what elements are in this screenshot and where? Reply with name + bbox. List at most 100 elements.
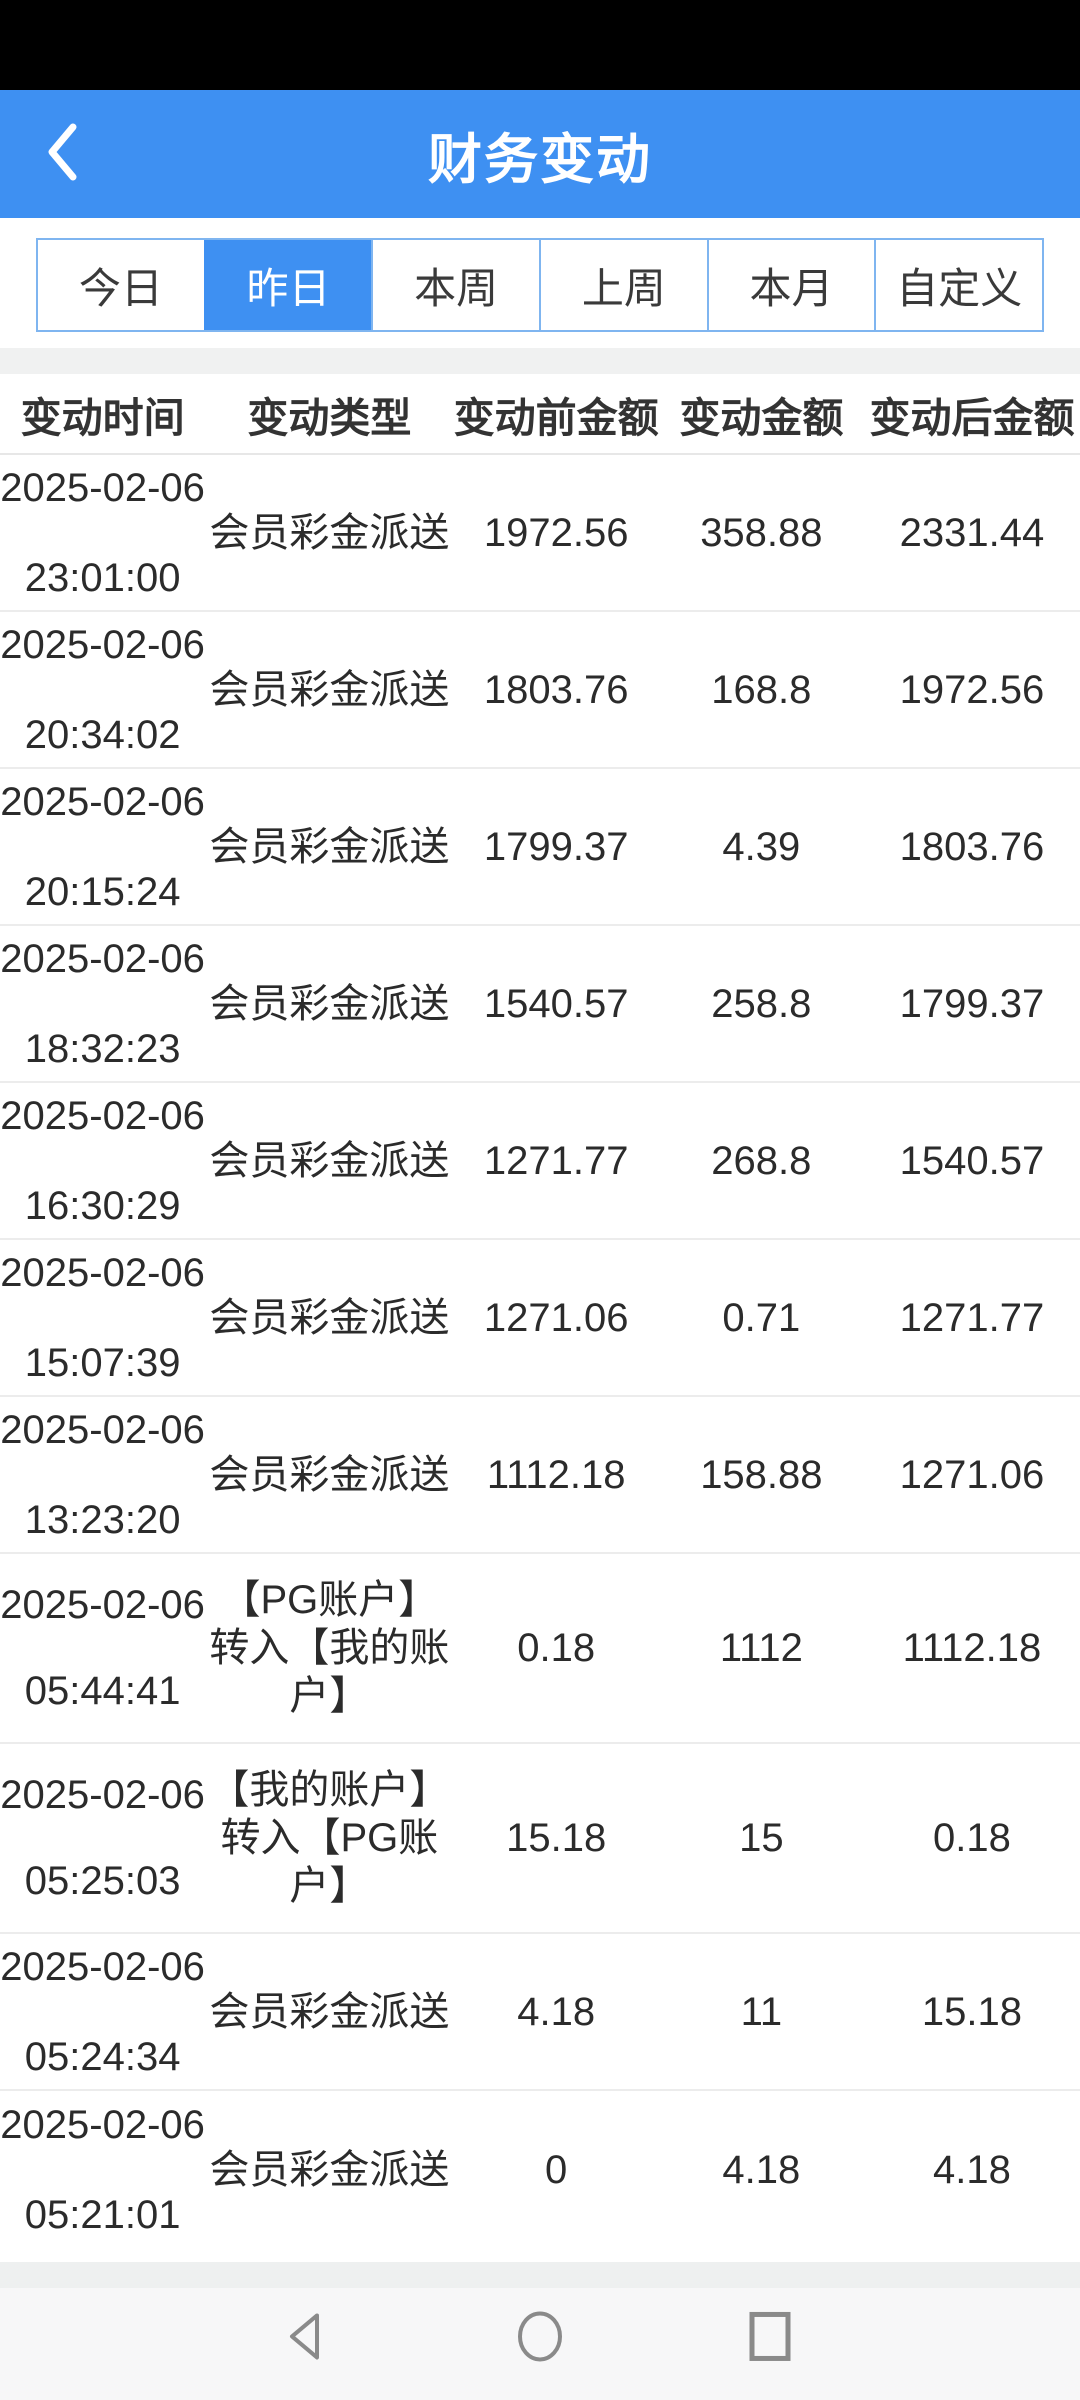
change-amount-cell: 4.39 [722, 824, 801, 869]
change-amount-cell: 0.71 [722, 1295, 801, 1340]
table-row: 2025-02-06 05:21:01 会员彩金派送 0 4.18 4.18 [0, 2091, 1080, 2248]
change-time-cell: 2025-02-06 20:15:24 [0, 778, 205, 916]
date-range-tabs: 今日 昨日 本周 上周 本月 自定义 [36, 238, 1044, 332]
amount-after-cell: 1271.77 [899, 1295, 1045, 1340]
change-amount-cell: 158.88 [700, 1452, 823, 1497]
amount-after-cell: 4.18 [933, 2147, 1011, 2192]
change-type-cell: 【PG账户】转入【我的账户】 [209, 1578, 450, 1718]
change-time: 23:01:00 [24, 555, 181, 600]
change-time: 13:23:20 [24, 1497, 181, 1542]
change-time-cell: 2025-02-06 18:32:23 [0, 935, 205, 1073]
table-row: 2025-02-06 20:34:02 会员彩金派送 1803.76 168.8… [0, 612, 1080, 769]
column-header-amount-after: 变动后金额 [869, 394, 1075, 441]
change-time: 16:30:29 [24, 1183, 181, 1228]
amount-after-cell: 2331.44 [899, 510, 1045, 555]
nav-home-circle-icon[interactable] [511, 2307, 569, 2370]
change-time: 20:34:02 [24, 712, 181, 757]
section-divider [0, 348, 1080, 374]
tab-custom[interactable]: 自定义 [874, 240, 1043, 330]
change-date: 2025-02-06 [0, 1944, 205, 1989]
change-date: 2025-02-06 [0, 2102, 205, 2147]
table-row: 2025-02-06 18:32:23 会员彩金派送 1540.57 258.8… [0, 926, 1080, 1083]
amount-before-cell: 0.18 [517, 1626, 596, 1670]
change-date: 2025-02-06 [0, 936, 205, 981]
amount-after-cell: 0.18 [933, 1816, 1011, 1860]
tab-label: 本月 [749, 264, 834, 312]
amount-after-cell: 15.18 [921, 1989, 1022, 2034]
change-time: 15:07:39 [24, 1340, 181, 1385]
tab-last-week[interactable]: 上周 [539, 240, 707, 330]
amount-after-cell: 1271.06 [899, 1452, 1045, 1497]
tab-yesterday[interactable]: 昨日 [203, 240, 372, 330]
change-time: 05:21:01 [24, 2192, 181, 2237]
change-date: 2025-02-06 [0, 1093, 205, 1138]
change-time: 20:15:24 [24, 869, 181, 914]
change-amount-cell: 268.8 [711, 1138, 812, 1183]
tabs-area: 今日 昨日 本周 上周 本月 自定义 [0, 218, 1080, 348]
change-type-cell: 会员彩金派送 [209, 981, 450, 1026]
change-type-cell: 会员彩金派送 [209, 667, 450, 712]
android-nav-bar [0, 2288, 1080, 2400]
amount-before-cell: 1972.56 [483, 510, 629, 555]
change-time-cell: 2025-02-06 23:01:00 [0, 464, 205, 602]
change-time: 05:25:03 [24, 1859, 181, 1903]
status-bar [0, 0, 1080, 90]
table-row: 2025-02-06 15:07:39 会员彩金派送 1271.06 0.71 … [0, 1240, 1080, 1397]
change-date: 2025-02-06 [0, 1407, 205, 1452]
tab-label: 昨日 [246, 264, 331, 312]
tab-label: 上周 [581, 264, 666, 312]
change-time-cell: 2025-02-06 05:24:34 [0, 1943, 205, 2081]
change-time: 05:44:41 [24, 1669, 181, 1713]
nav-recents-square-icon[interactable] [741, 2307, 799, 2370]
transactions-table-body: 2025-02-06 23:01:00 会员彩金派送 1972.56 358.8… [0, 455, 1080, 2248]
amount-before-cell: 1271.77 [483, 1138, 629, 1183]
table-header-row: 变动时间 变动类型 变动前金额 变动金额 变动后金额 [0, 374, 1080, 455]
amount-after-cell: 1972.56 [899, 667, 1045, 712]
amount-after-cell: 1799.37 [899, 981, 1045, 1026]
column-header-change-amount: 变动金额 [679, 394, 844, 441]
change-type-cell: 会员彩金派送 [209, 510, 450, 555]
change-date: 2025-02-06 [0, 622, 205, 667]
tab-today[interactable]: 今日 [38, 240, 204, 330]
change-amount-cell: 11 [740, 1989, 783, 2034]
change-date: 2025-02-06 [0, 1773, 205, 1817]
column-header-change-time: 变动时间 [20, 394, 185, 441]
change-time-cell: 2025-02-06 20:34:02 [0, 621, 205, 759]
change-date: 2025-02-06 [0, 1250, 205, 1295]
change-type-cell: 会员彩金派送 [209, 2147, 450, 2192]
tab-this-month[interactable]: 本月 [706, 240, 875, 330]
change-date: 2025-02-06 [0, 779, 205, 824]
tab-this-week[interactable]: 本周 [371, 240, 540, 330]
change-type-cell: 会员彩金派送 [209, 1295, 450, 1340]
page-title: 财务变动 [428, 129, 652, 190]
table-row: 2025-02-06 05:24:34 会员彩金派送 4.18 11 15.18 [0, 1934, 1080, 2091]
amount-before-cell: 15.18 [506, 1816, 607, 1860]
change-time-cell: 2025-02-06 13:23:20 [0, 1406, 205, 1544]
change-time: 05:24:34 [24, 2034, 181, 2079]
nav-back-triangle-icon[interactable] [277, 2307, 335, 2370]
column-header-amount-before: 变动前金额 [453, 394, 659, 441]
amount-before-cell: 1112.18 [486, 1452, 626, 1497]
table-row: 2025-02-06 13:23:20 会员彩金派送 1112.18 158.8… [0, 1397, 1080, 1554]
amount-after-cell: 1112.18 [902, 1626, 1042, 1670]
amount-after-cell: 1540.57 [899, 1138, 1045, 1183]
change-time-cell: 2025-02-06 15:07:39 [0, 1249, 205, 1387]
change-amount-cell: 1112 [719, 1626, 803, 1670]
change-time-cell: 2025-02-06 05:44:41 [0, 1581, 205, 1715]
app-bar: 财务变动 [0, 90, 1080, 218]
change-amount-cell: 15 [739, 1816, 784, 1860]
tab-label: 今日 [78, 264, 163, 312]
table-row: 2025-02-06 05:44:41 【PG账户】转入【我的账户】 0.18 … [0, 1554, 1080, 1744]
change-amount-cell: 258.8 [711, 981, 812, 1026]
table-row: 2025-02-06 16:30:29 会员彩金派送 1271.77 268.8… [0, 1083, 1080, 1240]
change-type-cell: 【我的账户】转入【PG账户】 [209, 1768, 450, 1908]
back-button[interactable] [44, 90, 134, 218]
tab-label: 本周 [414, 264, 499, 312]
change-amount-cell: 358.88 [700, 510, 823, 555]
tab-label: 自定义 [896, 264, 1023, 312]
bottom-spacer [0, 2248, 1080, 2262]
amount-before-cell: 1540.57 [483, 981, 629, 1026]
chevron-left-icon [44, 121, 80, 188]
change-date: 2025-02-06 [0, 1583, 205, 1627]
change-amount-cell: 4.18 [722, 2147, 801, 2192]
